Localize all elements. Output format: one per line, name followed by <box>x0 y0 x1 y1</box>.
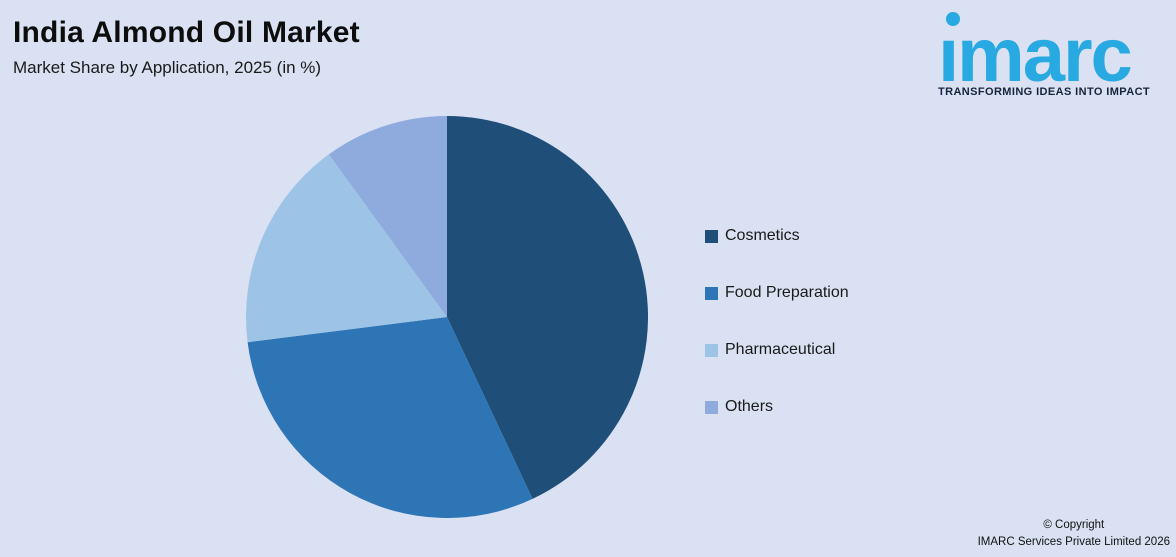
legend-swatch-icon <box>705 400 718 414</box>
pie-slice-pharmaceutical <box>246 154 447 343</box>
chart-header: India Almond Oil Market Market Share by … <box>13 14 360 78</box>
pie-slice-others <box>328 116 447 317</box>
logo-tagline: TRANSFORMING IDEAS INTO IMPACT <box>938 86 1151 98</box>
legend-swatch-icon <box>705 286 718 300</box>
pie-slice-cosmetics <box>447 116 649 499</box>
logo-dot-icon <box>946 12 960 26</box>
pie-chart <box>246 116 649 519</box>
legend-item-others: Others <box>705 398 849 415</box>
legend-swatch-icon <box>705 229 718 243</box>
legend-item-pharmaceutical: Pharmaceutical <box>705 341 849 358</box>
pie-chart-area <box>246 116 649 519</box>
logo-wordmark: ımarc <box>938 13 1133 98</box>
legend-swatch-icon <box>705 343 718 357</box>
legend-label: Cosmetics <box>725 227 800 244</box>
copyright-line2: IMARC Services Private Limited 2026 <box>977 535 1170 548</box>
page-title: India Almond Oil Market <box>13 16 360 49</box>
legend-label: Pharmaceutical <box>725 341 836 358</box>
legend-label: Food Preparation <box>725 284 849 301</box>
imarc-logo: ımarc TRANSFORMING IDEAS INTO IMPACT <box>938 4 1170 98</box>
page-subtitle: Market Share by Application, 2025 (in %) <box>13 57 322 77</box>
copyright-line1: © Copyright <box>1043 518 1105 531</box>
pie-slice-food-preparation <box>247 317 533 519</box>
copyright-notice: © Copyright IMARC Services Private Limit… <box>978 517 1170 552</box>
legend-label: Others <box>725 398 774 415</box>
legend-item-food-preparation: Food Preparation <box>705 284 849 301</box>
chart-legend: Cosmetics Food Preparation Pharmaceutica… <box>705 227 849 456</box>
legend-item-cosmetics: Cosmetics <box>705 227 849 244</box>
